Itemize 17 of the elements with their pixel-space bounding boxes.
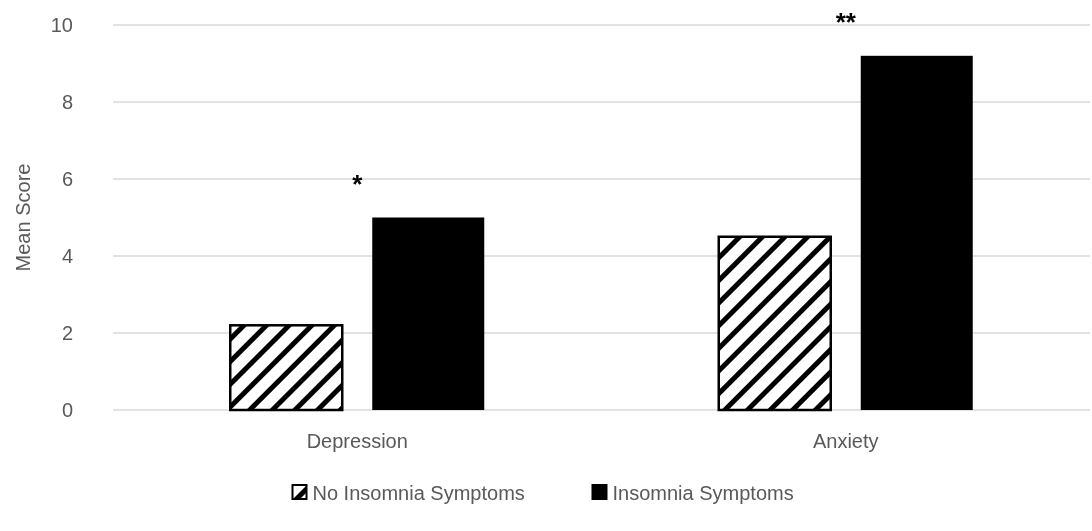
annotation: **: [835, 6, 857, 37]
x-tick-label: Depression: [306, 430, 408, 452]
y-tick-label: 8: [61, 91, 73, 113]
y-tick-label: 10: [50, 14, 73, 36]
bar: [860, 55, 973, 410]
legend-label: No Insomnia Symptoms: [312, 482, 525, 504]
legend-label: Insomnia Symptoms: [612, 482, 794, 504]
y-tick-label: 4: [61, 245, 73, 267]
y-tick-label: 0: [61, 399, 73, 421]
bar: [717, 235, 832, 412]
y-tick-label: 2: [61, 322, 73, 344]
annotation: *: [352, 168, 364, 199]
bar: [372, 217, 485, 410]
y-axis-title: Mean Score: [12, 163, 34, 272]
bar: [229, 324, 344, 412]
y-tick-label: 6: [61, 168, 73, 190]
x-tick-label: Anxiety: [812, 430, 879, 452]
